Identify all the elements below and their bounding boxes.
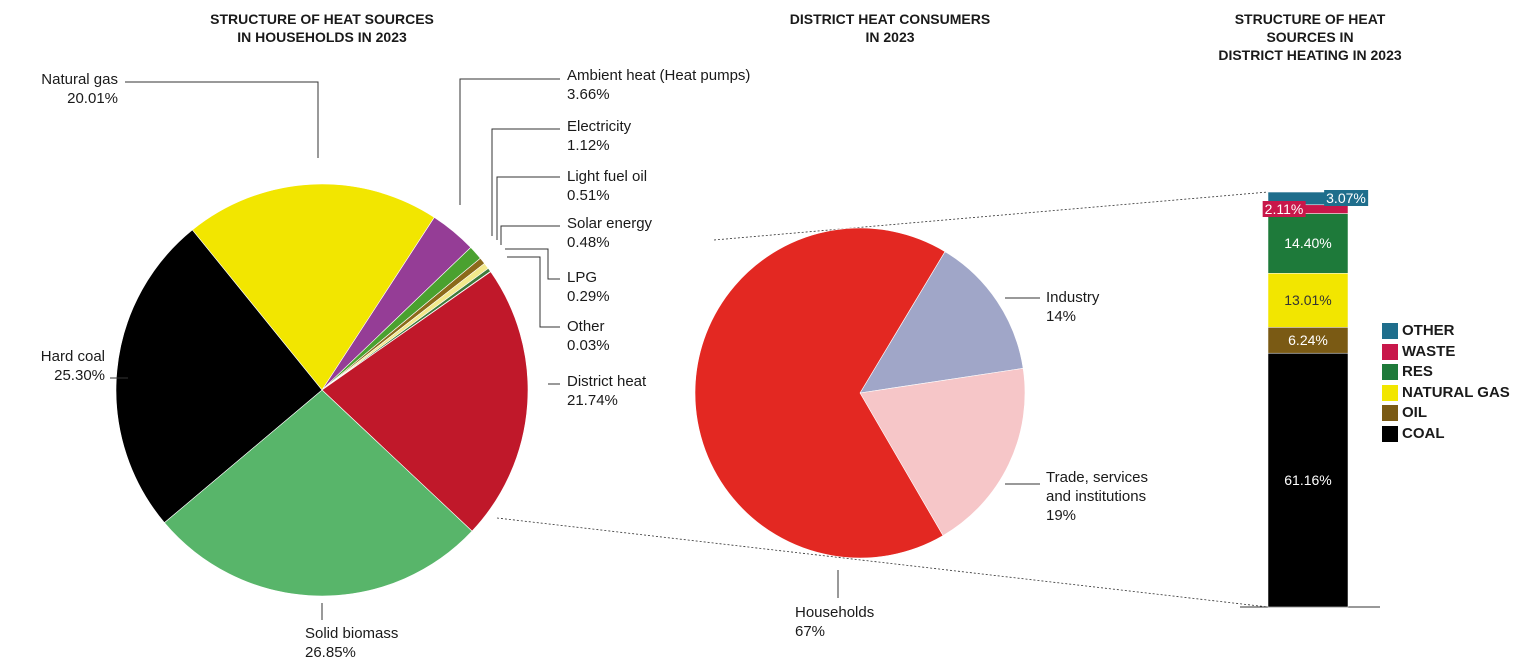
- leader-line: [125, 81, 319, 158]
- slice-label: Ambient heat (Heat pumps) 3.66%: [567, 66, 750, 104]
- leader-line: [459, 78, 560, 205]
- value-label: 3.66%: [567, 86, 610, 103]
- value-label: 26.85%: [305, 644, 356, 661]
- bar-segment: [1267, 273, 1349, 328]
- pie-slice: [163, 389, 473, 597]
- value-label: 2.11%: [1262, 201, 1306, 218]
- category-label: Ambient heat (Heat pumps): [567, 67, 751, 84]
- slice-label: Industry 14%: [1046, 288, 1099, 326]
- slice-label: Electricity 1.12%: [567, 117, 631, 155]
- value-label: 20.01%: [67, 90, 118, 107]
- legend-swatch: [1382, 384, 1398, 401]
- slice-label: Trade, services and institutions 19%: [1046, 468, 1148, 525]
- slice-label: Solid biomass 26.85%: [305, 624, 398, 662]
- chart-title: STRUCTURE OF HEAT SOURCES IN HOUSEHOLDS …: [210, 11, 434, 45]
- leader-line: [507, 256, 560, 328]
- value-label: 1.12%: [567, 137, 610, 154]
- legend-label: OIL: [1402, 404, 1427, 421]
- value-label: 14.40%: [1284, 235, 1332, 252]
- category-label: Natural gas: [41, 71, 118, 88]
- leader-line: [491, 128, 560, 236]
- value-label: 21.74%: [567, 392, 618, 409]
- legend-label: NATURAL GAS: [1402, 383, 1510, 401]
- value-label: 0.51%: [567, 187, 610, 204]
- legend-label: WASTE: [1402, 342, 1456, 360]
- pie-slice: [859, 367, 1026, 537]
- pie-slice: [859, 251, 1024, 394]
- value-label: 25.30%: [54, 367, 105, 384]
- leader-line: [505, 248, 560, 280]
- value-label: 0.48%: [567, 234, 610, 251]
- category-label: District heat: [567, 373, 647, 390]
- legend-swatch: [1382, 323, 1398, 339]
- pie-slice: [115, 229, 323, 524]
- category-label: Other: [567, 318, 605, 335]
- pie-slice: [321, 271, 529, 532]
- bar-segment: [1267, 352, 1349, 608]
- legend-label: COAL: [1402, 424, 1445, 442]
- category-label: Households: [795, 604, 875, 621]
- category-label: Industry: [1046, 289, 1100, 306]
- chart-title: DISTRICT HEAT CONSUMERS IN 2023: [789, 11, 991, 45]
- slice-label: District heat 21.74%: [567, 372, 646, 410]
- legend-swatch: [1382, 364, 1398, 380]
- leader-line: [496, 176, 560, 240]
- value-label: 6.24%: [1288, 332, 1328, 349]
- value-label: 3.07%: [1324, 190, 1368, 207]
- slice-label: Natural gas 20.01%: [41, 70, 118, 108]
- slice-label: Solar energy 0.48%: [567, 214, 652, 252]
- value-label: 14%: [1046, 308, 1077, 325]
- legend-swatch: [1382, 343, 1398, 360]
- legend-swatch: [1382, 405, 1398, 421]
- leader-line: [500, 225, 560, 245]
- category-label: LPG: [567, 269, 598, 286]
- legend-label: OTHER: [1402, 322, 1455, 339]
- slice-label: Light fuel oil 0.51%: [567, 167, 647, 205]
- connector: [496, 517, 1269, 608]
- pie-slice: [191, 183, 435, 391]
- value-label: 19%: [1046, 507, 1077, 524]
- slice-label: Hard coal 25.30%: [41, 347, 105, 385]
- slice-label: LPG 0.29%: [567, 268, 610, 306]
- value-label: 0.29%: [567, 288, 610, 305]
- category-label: Light fuel oil: [567, 168, 648, 185]
- connector: [713, 191, 1269, 241]
- value-label: 0.03%: [567, 337, 610, 354]
- category-label: Solar energy: [567, 215, 653, 232]
- category-label: Hard coal: [40, 348, 105, 365]
- category-label: Electricity: [567, 118, 632, 135]
- pie-slice: [694, 227, 946, 559]
- value-label: 67%: [795, 623, 826, 640]
- slice-label: Households 67%: [795, 603, 874, 641]
- bar-segment: [1267, 213, 1349, 274]
- legend-label: RES: [1402, 363, 1433, 380]
- value-label: 61.16%: [1284, 472, 1332, 489]
- chart-title: STRUCTURE OF HEAT SOURCES IN DISTRICT HE…: [1218, 11, 1402, 63]
- category-label: Trade, services and institutions: [1046, 469, 1148, 505]
- value-label: 13.01%: [1284, 292, 1332, 309]
- category-label: Solid biomass: [305, 625, 399, 642]
- slice-label: Other 0.03%: [567, 317, 610, 355]
- legend-swatch: [1382, 425, 1398, 442]
